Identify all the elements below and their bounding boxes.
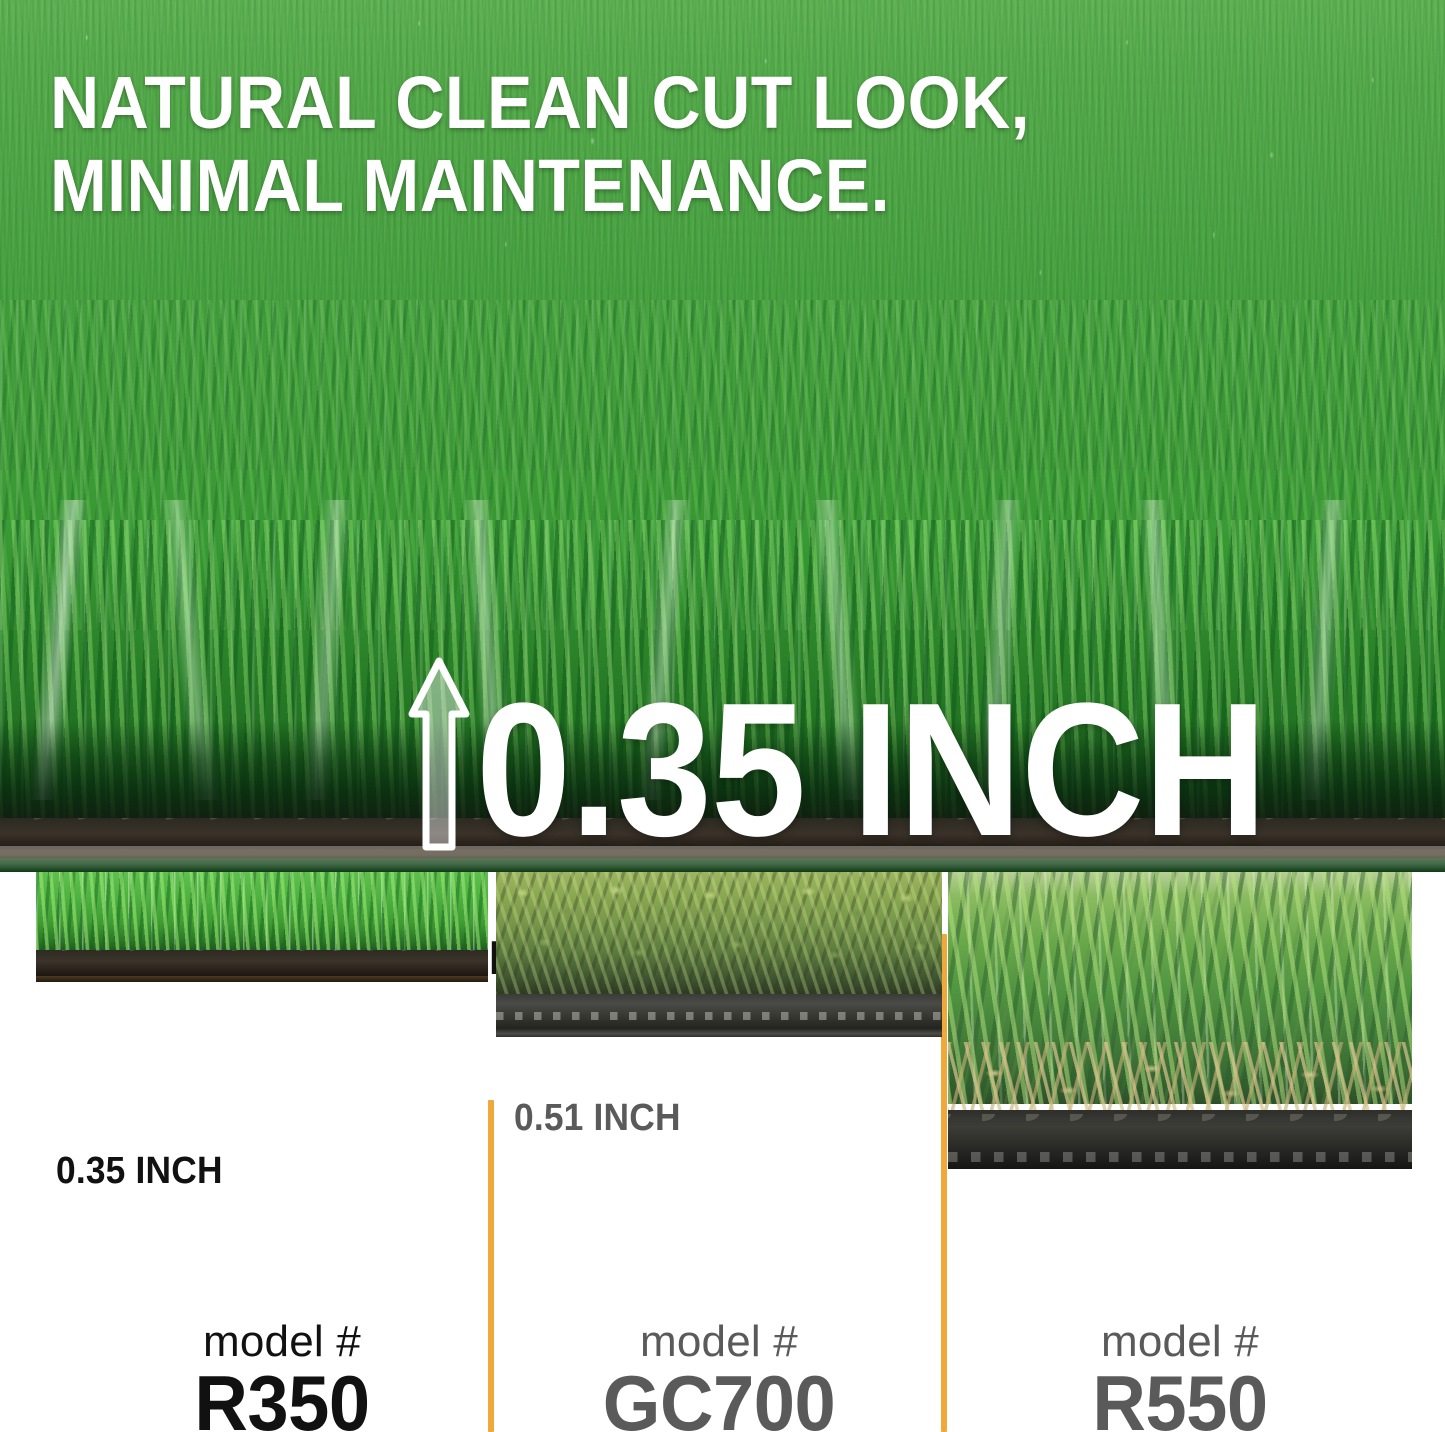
thickness-callout: 0.35 INCH (408, 652, 1354, 872)
turf-swatch-gc700 (496, 872, 942, 1037)
headline-line-2: MINIMAL MAINTENANCE. (50, 143, 890, 227)
model-prefix-gc700: model # (640, 1317, 798, 1366)
headline-line-1: NATURAL CLEAN CUT LOOK, (50, 61, 1031, 144)
turf-thatch-r550 (948, 1042, 1412, 1120)
column-divider-1 (488, 1100, 494, 1432)
column-divider-2 (941, 934, 947, 1432)
turf-backing-gc700 (496, 994, 942, 1037)
turf-root-shadow (0, 720, 1445, 830)
model-block-gc700: model # GC700 (496, 1320, 942, 1432)
model-prefix-r350: model # (203, 1317, 361, 1366)
turf-blades-gc700 (496, 872, 942, 1002)
turf-blades-r350 (36, 872, 488, 954)
model-number-r550: R550 (1092, 1359, 1268, 1432)
callout-thickness-value: 0.35 INCH (476, 663, 1267, 872)
turf-swatch-r350 (36, 872, 488, 982)
model-prefix-r550: model # (1101, 1317, 1259, 1366)
model-block-r550: model # R550 (948, 1320, 1412, 1432)
hero-turf-photo: NATURAL CLEAN CUT LOOK, MINIMAL MAINTENA… (0, 0, 1445, 872)
turf-backing-r350 (36, 950, 488, 982)
page-title: NATURAL CLEAN CUT LOOK, MINIMAL MAINTENA… (50, 61, 1031, 228)
turf-backing-r550 (948, 1110, 1412, 1169)
thickness-label-gc700: 0.51 INCH (514, 1097, 681, 1139)
model-number-r350: R350 (194, 1359, 370, 1432)
up-arrow-icon (408, 657, 470, 851)
turf-mid-blades (0, 300, 1445, 630)
turf-far-texture (0, 0, 1445, 470)
thickness-comparison-section: AVAILABLE IN DIFFERENT THICKNESSES 0.35 … (0, 872, 1445, 1432)
model-block-r350: model # R350 (56, 1320, 508, 1432)
turf-swatch-r550 (948, 872, 1412, 1169)
turf-mat-dropshadow (0, 846, 1445, 872)
model-number-gc700: GC700 (602, 1359, 836, 1432)
thickness-label-r350: 0.35 INCH (56, 1150, 223, 1192)
